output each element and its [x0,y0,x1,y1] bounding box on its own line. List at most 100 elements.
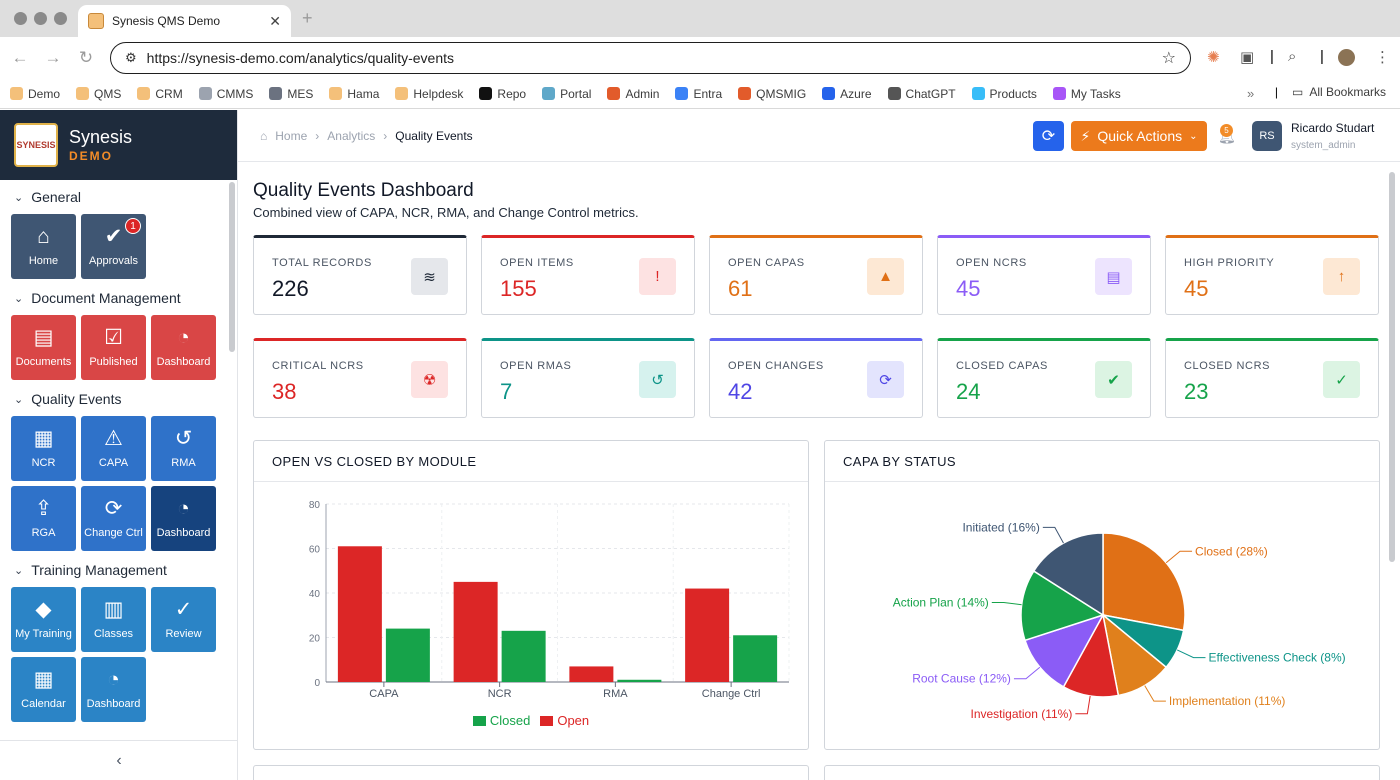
bookmark-icon [76,87,90,100]
bookmark-item[interactable]: QMSMIG [738,87,806,101]
browser-tab-active[interactable]: Synesis QMS Demo ✕ [78,5,291,37]
sidebar-section-document-management[interactable]: ⌄ Document Management [0,281,228,315]
sidebar-section-training-management[interactable]: ⌄ Training Management [0,553,228,587]
breadcrumb-analytics[interactable]: Analytics [327,129,376,143]
all-bookmarks-button[interactable]: | ▭ All Bookmarks [1274,85,1386,99]
sidebar-tile-my-training[interactable]: ◆ My Training [11,587,76,652]
page-scrollbar[interactable] [1389,172,1395,562]
legend-item-open[interactable]: Open [540,713,589,728]
bookmark-item[interactable]: ChatGPT [887,87,956,101]
sidebar-tile-capa[interactable]: ⚠ CAPA [81,416,146,481]
window-zoom-button[interactable] [54,12,67,25]
sidebar-tile-published[interactable]: ☑ Published [81,315,146,380]
kpi-card-open-changes[interactable]: OPEN CHANGES 42 ⟳ [709,338,923,418]
legend-item-closed[interactable]: Closed [472,713,531,728]
sidebar-tile-label: Approvals [89,255,138,267]
brand-sub: DEMO [69,149,113,163]
bookmark-star-icon[interactable]: ☆ [1161,50,1176,67]
profile-avatar-icon[interactable] [1338,49,1355,66]
new-tab-icon[interactable]: + [302,8,313,28]
folder-icon: ▭ [1291,85,1304,99]
sidebar-tile-rma[interactable]: ↺ RMA [151,416,216,481]
bookmark-item[interactable]: Helpdesk [395,87,463,101]
sidebar-tile-home[interactable]: ⌂ Home [11,214,76,279]
bookmark-icon [10,87,23,100]
pie-leader-line [991,601,1022,606]
bookmark-item[interactable]: CRM [137,86,183,101]
bookmark-item[interactable]: Portal [542,87,591,101]
tab-close-icon[interactable]: ✕ [269,12,281,29]
bookmark-item[interactable]: MES [269,87,313,101]
legend-label: Closed [489,713,531,728]
bookmark-item[interactable]: Azure [822,87,872,101]
x-tick-label: Change Ctrl [702,688,761,700]
sidebar-tile-rga[interactable]: ⇪ RGA [11,486,76,551]
back-icon[interactable]: ← [11,48,29,67]
extension-claude-icon[interactable]: ✺ [1207,49,1220,66]
bookmark-item[interactable]: Entra [675,87,722,101]
refresh-button[interactable]: ⟳ [1033,121,1064,151]
brand-logo: SYNESIS [14,123,58,167]
bookmark-item[interactable]: Demo [10,87,60,101]
kpi-value: 226 [272,276,309,301]
bookmark-item[interactable]: Products [971,87,1037,101]
approvals-count-badge: 1 [125,218,141,234]
bookmark-item[interactable]: My Tasks [1052,87,1121,101]
user-name[interactable]: Ricardo Studart [1291,121,1375,135]
sidebar-tile-dashboard[interactable]: ◔ Dashboard [151,486,216,551]
bookmark-label: CRM [155,86,183,101]
address-bar[interactable]: ⚙ https://synesis-demo.com/analytics/qua… [110,42,1191,74]
bookmark-item[interactable]: Hama [329,87,379,101]
sidebar-tile-approvals[interactable]: ✔ Approvals 1 [81,214,146,279]
quick-actions-button[interactable]: ⚡ Quick Actions ⌄ [1071,121,1207,151]
bookmarks-overflow-icon[interactable]: » [1247,86,1255,101]
browser-menu-icon[interactable]: ⋮ [1375,49,1390,66]
home-icon: ⌂ [260,129,268,143]
extensions-puzzle-icon[interactable]: ▣ [1240,49,1255,66]
kpi-card-high-priority[interactable]: HIGH PRIORITY 45 ↑ [1165,235,1379,315]
sidebar-tile-calendar[interactable]: ▦ Calendar [11,657,76,722]
sidebar-tile-ncr[interactable]: ▦ NCR [11,416,76,481]
sidebar-tile-classes[interactable]: ▥ Classes [81,587,146,652]
kpi-card-open-capas[interactable]: OPEN CAPAS 61 ▲ [709,235,923,315]
reload-icon[interactable]: ↻ [78,48,94,67]
sidebar-section-quality-events[interactable]: ⌄ Quality Events [0,382,228,416]
kpi-value: 61 [728,276,753,301]
kpi-card-open-items[interactable]: OPEN ITEMS 155! [481,235,695,315]
kpi-card-closed-capas[interactable]: CLOSED CAPAS 24 ✔ [937,338,1151,418]
sidebar-tile-label: RMA [171,457,196,469]
page-subtitle: Combined view of CAPA, NCR, RMA, and Cha… [253,205,639,220]
window-minimize-button[interactable] [34,12,47,25]
window-close-button[interactable] [14,12,27,25]
kpi-card-open-rmas[interactable]: OPEN RMAS 7 ↺ [481,338,695,418]
kpi-card-total-records[interactable]: TOTAL RECORDS 226 ≋ [253,235,467,315]
tab-search-icon[interactable]: ⌕ [1288,48,1297,65]
kpi-card-critical-ncrs[interactable]: CRITICAL NCRS 38 ☢ [253,338,467,418]
brand-header[interactable]: SYNESIS Synesis DEMO [0,110,237,180]
bookmark-item[interactable]: CMMS [198,87,253,101]
sidebar-tile-documents[interactable]: ▤ Documents [11,315,76,380]
sidebar-section-general[interactable]: ⌄ General [0,180,228,214]
bookmark-item[interactable]: Admin [607,87,659,101]
sidebar-tile-review[interactable]: ✓ Review [151,587,216,652]
pie-leader-line [1042,526,1064,544]
site-info-icon[interactable]: ⚙ [125,50,137,65]
sidebar-collapse-button[interactable]: ‹ [0,740,238,780]
kpi-value: 23 [1184,379,1209,404]
pie-label-closed: Closed (28%) [1195,544,1268,558]
sidebar-tile-dashboard[interactable]: ◔ Dashboard [151,315,216,380]
kpi-icon: ⟳ [867,361,904,398]
breadcrumb-home[interactable]: Home [275,129,308,143]
pie-label-investigation: Investigation (11%) [971,707,1073,721]
toolbar-divider: | [1270,48,1274,65]
kpi-card-closed-ncrs[interactable]: CLOSED NCRS 23 ✓ [1165,338,1379,418]
forward-icon[interactable]: → [44,48,62,67]
pie-label-effectiveness-check: Effectiveness Check (8%) [1208,651,1345,665]
sidebar-scrollbar[interactable] [229,182,235,352]
sidebar-tile-change-ctrl[interactable]: ⟳ Change Ctrl [81,486,146,551]
sidebar-tile-dashboard[interactable]: ◔ Dashboard [81,657,146,722]
kpi-card-open-ncrs[interactable]: OPEN NCRS 45 ▤ [937,235,1151,315]
user-avatar[interactable]: RS [1252,121,1282,151]
bookmark-item[interactable]: Repo [479,87,526,101]
bookmark-item[interactable]: QMS [76,87,121,101]
